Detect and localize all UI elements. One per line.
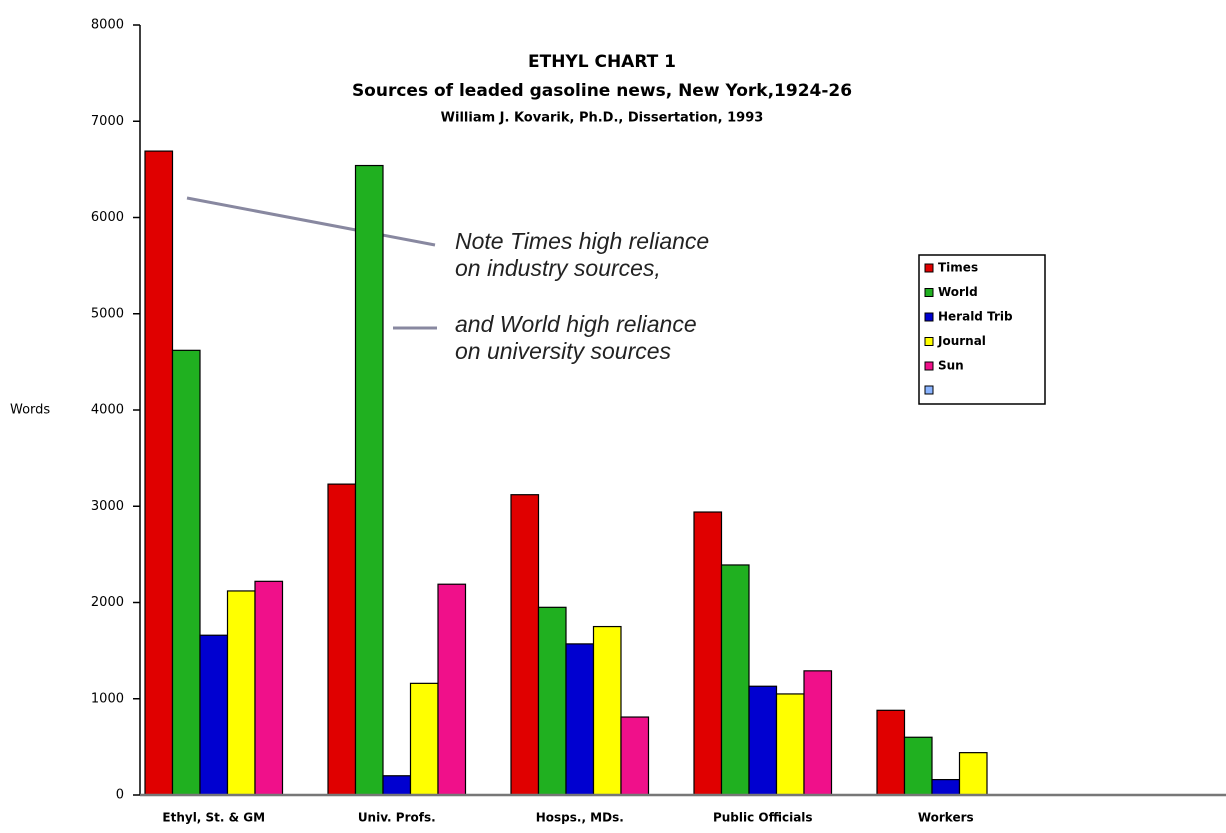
legend-swatch	[924, 312, 934, 322]
bar	[327, 483, 357, 796]
bar	[199, 634, 229, 796]
x-tick-label: Ethyl, St. & GM	[162, 811, 265, 825]
bar	[354, 164, 384, 796]
legend-swatch	[924, 263, 934, 273]
y-tick-label: 2000	[91, 595, 124, 610]
bar	[510, 494, 540, 796]
legend-swatch	[924, 288, 934, 297]
bar	[720, 564, 750, 796]
annotation-line	[186, 196, 436, 247]
chart-caption: William J. Kovarik, Ph.D., Dissertation,…	[441, 111, 764, 126]
annotation: Note Times high reliance	[455, 228, 709, 254]
bar	[254, 580, 284, 796]
bar	[958, 752, 988, 796]
bar	[144, 150, 174, 796]
legend	[918, 254, 1046, 405]
bar	[171, 349, 201, 796]
legend-label: Times	[938, 261, 978, 275]
bar	[775, 693, 805, 796]
bar	[592, 625, 622, 796]
y-tick-label: 4000	[91, 403, 124, 418]
bar	[537, 606, 567, 796]
y-tick-label: 7000	[91, 114, 124, 129]
x-tick-label: Hosps., MDs.	[536, 811, 624, 825]
y-tick-label: 0	[116, 788, 124, 803]
x-tick-label: Public Officials	[713, 811, 813, 825]
bar	[931, 778, 961, 796]
y-tick-label: 1000	[91, 691, 124, 706]
y-tick-label: 5000	[91, 306, 124, 321]
legend-swatch	[924, 337, 934, 346]
bar	[437, 583, 467, 796]
legend-swatch	[924, 385, 934, 395]
legend-label: Sun	[938, 359, 964, 373]
chart-title: ETHYL CHART 1	[528, 52, 676, 72]
y-tick-label: 3000	[91, 499, 124, 514]
y-tick-label: 8000	[91, 18, 124, 33]
bar	[226, 590, 256, 796]
legend-label: World	[938, 285, 978, 299]
annotation: on industry sources,	[455, 255, 661, 281]
y-tick-label: 6000	[91, 210, 124, 225]
x-tick-label: Univ. Profs.	[358, 811, 436, 825]
bar	[748, 685, 778, 796]
bar	[876, 709, 906, 796]
bar	[382, 775, 412, 796]
x-tick-label: Workers	[918, 811, 974, 825]
legend-label: Journal	[937, 334, 986, 348]
annotation: on university sources	[455, 338, 672, 364]
bar	[903, 736, 933, 796]
bar	[565, 643, 595, 796]
annotation: and World high reliance	[455, 311, 697, 337]
legend-label: Herald Trib	[938, 310, 1013, 324]
y-axis-label: Words	[10, 403, 50, 418]
bar	[693, 511, 723, 796]
bar	[409, 682, 439, 796]
bar	[620, 716, 650, 796]
bar	[803, 670, 833, 796]
legend-swatch	[924, 361, 934, 371]
chart-subtitle: Sources of leaded gasoline news, New Yor…	[352, 81, 852, 101]
